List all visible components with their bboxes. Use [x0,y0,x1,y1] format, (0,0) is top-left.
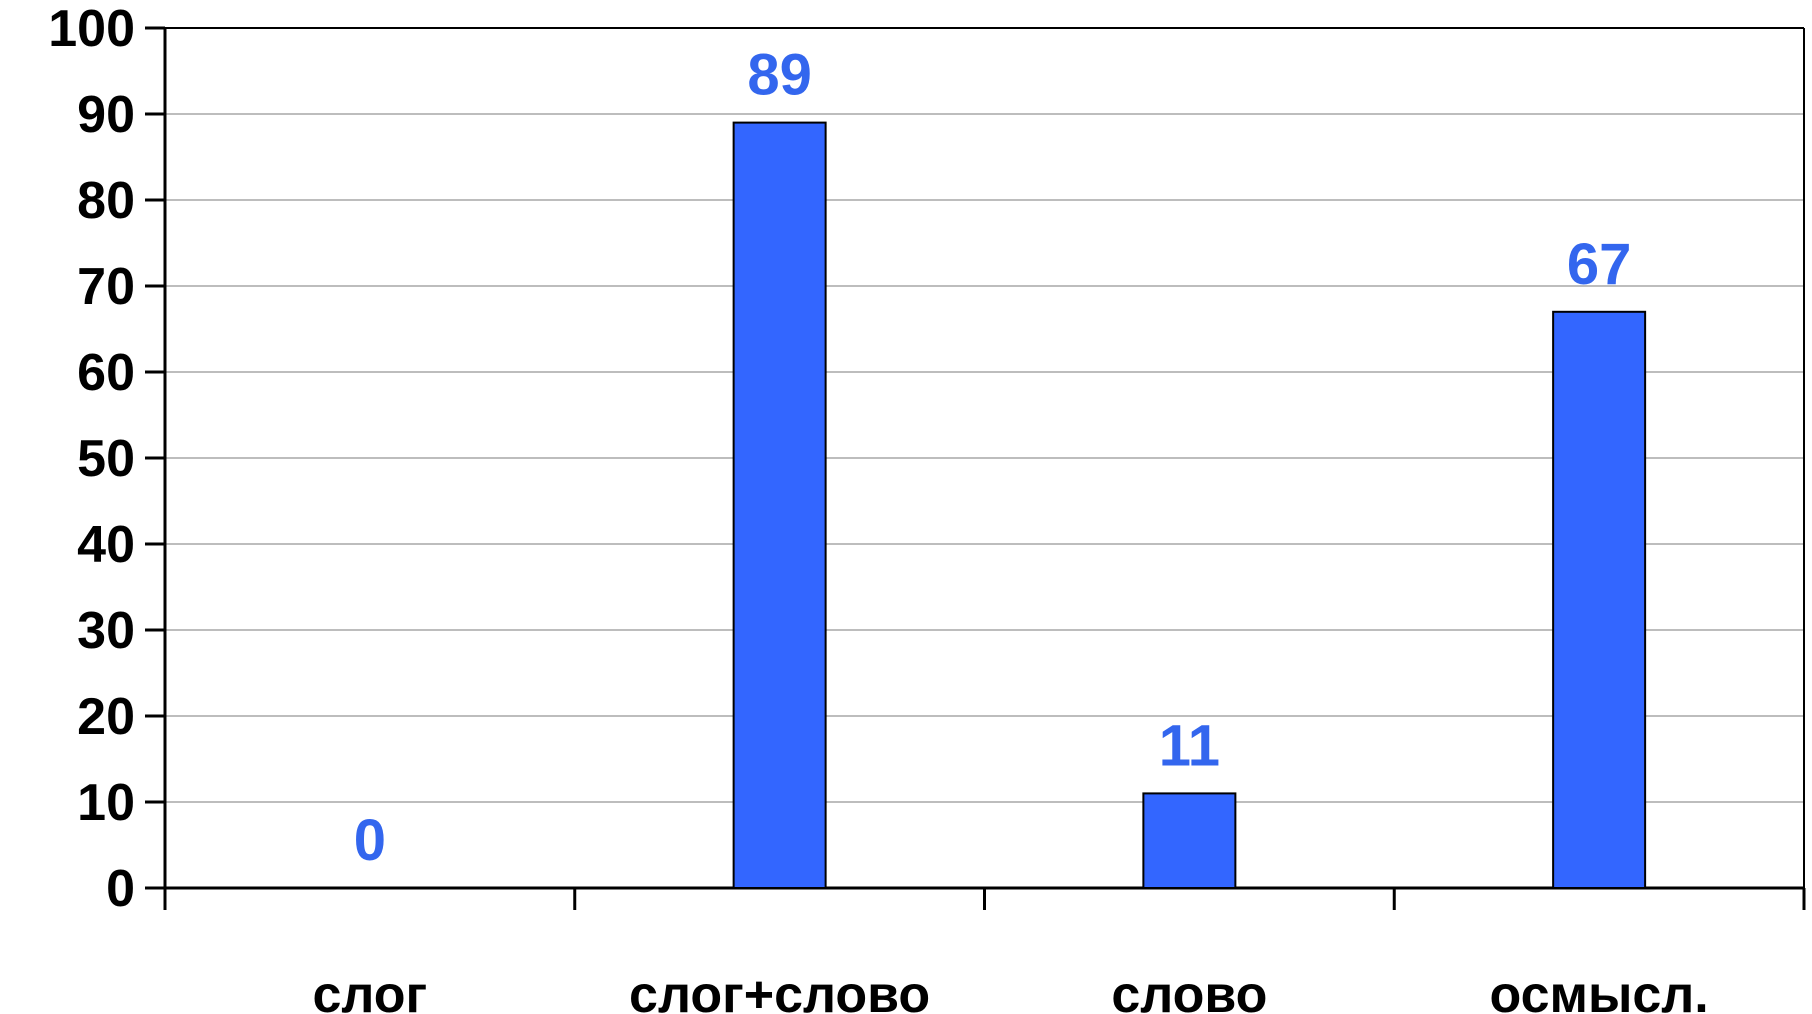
y-tick-label: 80 [77,172,135,230]
y-tick-label: 40 [77,516,135,574]
y-tick-label: 30 [77,602,135,660]
y-tick-label: 70 [77,258,135,316]
gridlines [165,113,1804,803]
bars [732,121,1647,890]
data-label: 11 [1159,713,1220,778]
y-tick-label: 60 [77,344,135,402]
y-tick-label: 0 [106,860,135,918]
y-tick-label: 20 [77,688,135,746]
data-label: 67 [1567,232,1632,297]
x-category-label: слог+слово [629,966,930,1014]
x-category-label: осмысл. [1489,966,1708,1014]
y-tick-label: 50 [77,430,135,488]
y-tick-label: 10 [77,774,135,832]
x-category-label: слово [1111,966,1267,1014]
data-label: 89 [747,43,812,108]
data-label: 0 [354,808,386,873]
bar [1142,792,1237,890]
y-tick-label: 90 [77,86,135,144]
labels: 0 10 20 30 40 50 60 70 80 90 100 0 слог 89 слог+слово 1… [48,0,1709,1014]
bar [732,121,827,890]
axes [145,26,1806,910]
y-tick-label: 100 [48,0,135,58]
x-category-label: слог [313,966,428,1014]
bar [1552,310,1647,889]
